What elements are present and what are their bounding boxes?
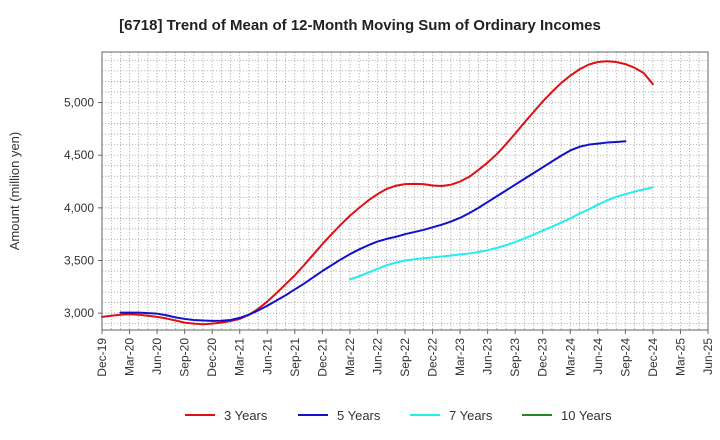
legend-label-5-years: 5 Years: [337, 408, 381, 423]
legend-label-3-years: 3 Years: [224, 408, 268, 423]
y-tick-label: 5,000: [64, 96, 94, 110]
x-tick-label: Mar-22: [343, 338, 357, 376]
x-tick-label: Dec-19: [95, 338, 109, 377]
x-tick-label: Sep-22: [398, 338, 412, 377]
x-tick-label: Jun-24: [591, 338, 605, 375]
plot-frame: [101, 51, 709, 331]
x-tick-label: Mar-23: [453, 338, 467, 376]
y-axis-label: Amount (million yen): [7, 132, 22, 251]
x-tick-label: Sep-20: [178, 338, 192, 377]
series-line-3-years: [101, 60, 654, 326]
y-tick-label: 4,000: [64, 201, 94, 215]
legend-label-10-years: 10 Years: [561, 408, 612, 423]
x-tick-label: Sep-23: [508, 338, 522, 377]
x-tick-label: Sep-21: [288, 338, 302, 377]
x-tick-label: Jun-23: [481, 338, 495, 375]
x-tick-label: Sep-24: [618, 338, 632, 377]
x-tick-label: Jun-21: [260, 338, 274, 375]
y-tick-label: 3,000: [64, 306, 94, 320]
x-tick-label: Mar-20: [123, 338, 137, 376]
series-line-7-years: [348, 186, 654, 281]
x-tick-label: Dec-24: [646, 338, 660, 377]
series-lines: [101, 60, 654, 326]
x-tick-label: Dec-22: [426, 338, 440, 377]
chart-title: [6718] Trend of Mean of 12-Month Moving …: [119, 17, 601, 34]
x-axis-ticks: Dec-19 Mar-20 Jun-20 Sep-20 Dec-20 Mar-21 Jun-…: [95, 330, 715, 377]
x-tick-label: Mar-21: [233, 338, 247, 376]
y-axis-ticks: 3,000 3,500 4,000 4,500 5,000: [64, 96, 102, 320]
y-tick-label: 4,500: [64, 148, 94, 162]
series-line-5-years: [119, 140, 627, 322]
legend: 3 Years 5 Years 7 Years 10 Years: [185, 408, 612, 423]
x-tick-label: Dec-23: [536, 338, 550, 377]
x-tick-label: Mar-24: [563, 338, 577, 376]
x-tick-label: Jun-25: [701, 338, 715, 375]
x-tick-label: Dec-20: [205, 338, 219, 377]
grid-lines: [102, 52, 708, 330]
y-tick-label: 3,500: [64, 254, 94, 268]
x-tick-label: Jun-22: [370, 338, 384, 375]
x-tick-label: Dec-21: [315, 338, 329, 377]
x-tick-label: Jun-20: [150, 338, 164, 375]
legend-label-7-years: 7 Years: [449, 408, 493, 423]
x-tick-label: Mar-25: [673, 338, 687, 376]
